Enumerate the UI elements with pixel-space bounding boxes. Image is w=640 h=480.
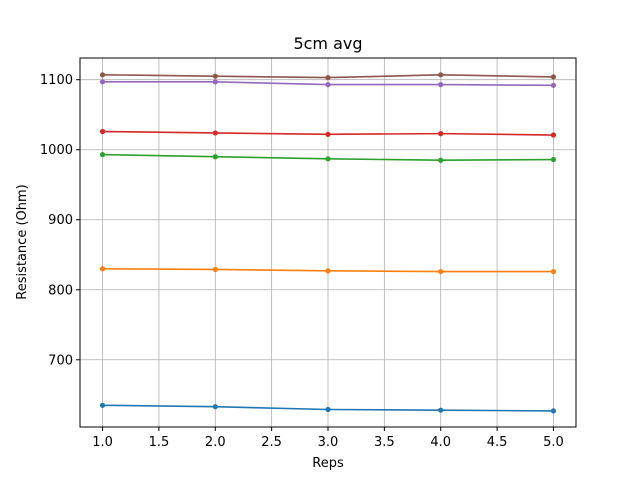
data-point <box>99 128 106 135</box>
data-point <box>212 154 218 160</box>
x-tick-label: 2.0 <box>205 435 226 450</box>
x-tick-label: 4.5 <box>487 435 508 450</box>
y-axis: 700 800 900 1000 1100 <box>40 73 80 368</box>
data-point <box>550 82 557 88</box>
series-3 <box>99 152 557 163</box>
data-point <box>550 74 557 80</box>
data-point <box>212 73 218 79</box>
series-6 <box>99 72 557 81</box>
x-tick-label: 3.0 <box>318 435 339 450</box>
x-tick-label: 3.5 <box>374 435 395 450</box>
x-tick-label: 1.5 <box>149 435 170 450</box>
data-point <box>325 268 331 274</box>
data-point <box>550 156 557 163</box>
x-tick-label: 5.0 <box>543 435 564 450</box>
series-2 <box>99 266 557 275</box>
data-point <box>99 266 106 272</box>
series-layer <box>99 72 557 414</box>
data-point <box>438 157 444 163</box>
data-point <box>99 152 106 158</box>
data-point <box>325 156 331 162</box>
data-point <box>550 408 557 414</box>
y-tick-label: 700 <box>48 353 73 368</box>
series-1 <box>99 402 557 414</box>
x-axis: 1.0 1.5 2.0 2.5 3.0 3.5 4.0 4.5 5.0 <box>92 427 564 450</box>
data-point <box>212 266 218 273</box>
data-point <box>99 72 106 78</box>
series-5 <box>99 79 557 88</box>
data-point <box>325 131 331 137</box>
chart-title: 5cm avg <box>293 34 362 53</box>
data-point <box>212 130 218 136</box>
data-point <box>325 406 331 413</box>
y-tick-label: 1100 <box>40 73 73 88</box>
data-point <box>438 407 444 413</box>
data-point <box>212 79 218 85</box>
data-point <box>438 268 444 275</box>
x-tick-label: 2.5 <box>261 435 282 450</box>
x-axis-label: Reps <box>312 456 344 471</box>
data-point <box>325 82 331 88</box>
y-tick-label: 800 <box>48 283 73 298</box>
y-axis-label: Resistance (Ohm) <box>15 184 30 299</box>
data-point <box>438 131 444 137</box>
data-point <box>99 79 106 85</box>
data-point <box>438 72 444 78</box>
data-point <box>550 132 557 138</box>
y-tick-label: 900 <box>48 213 73 228</box>
data-point <box>325 75 331 81</box>
series-4 <box>99 128 557 138</box>
x-tick-label: 1.0 <box>92 435 113 450</box>
data-point <box>212 404 218 410</box>
data-point <box>550 268 557 275</box>
data-point <box>99 402 106 408</box>
x-tick-label: 4.0 <box>430 435 451 450</box>
y-tick-label: 1000 <box>40 143 73 158</box>
data-point <box>438 82 444 88</box>
